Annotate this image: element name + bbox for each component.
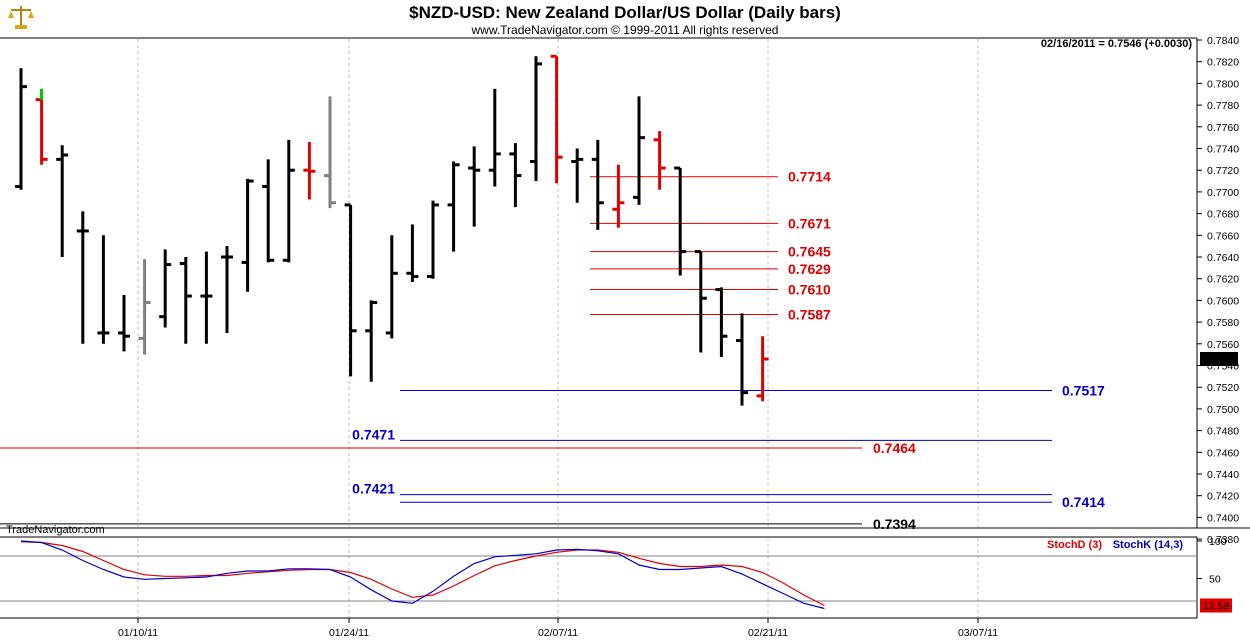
ohlc-bar (15, 68, 27, 190)
stoch-y-tick-label: 100 (1209, 536, 1227, 548)
level-label: 0.7471 (352, 426, 395, 442)
ohlc-bar (736, 313, 748, 405)
ohlc-bar (654, 131, 666, 190)
level-label: 0.7629 (788, 261, 831, 277)
ohlc-bar (468, 146, 480, 226)
level-label: 0.7671 (788, 215, 831, 231)
stochastic-y-axis: 100 50 12.58 (1197, 536, 1232, 613)
y-tick-label: 0.7440 (1207, 469, 1239, 481)
last-price-label: 0.7546 (1203, 354, 1235, 366)
x-tick-label: 01/24/11 (329, 627, 369, 639)
x-tick-label: 01/10/11 (118, 627, 158, 639)
y-tick-label: 0.7660 (1207, 230, 1239, 242)
ohlc-bar (242, 179, 254, 292)
level-label: 0.7610 (788, 282, 831, 298)
ohlc-bar (530, 56, 542, 181)
ohlc-bar (674, 168, 686, 275)
ohlc-bar (180, 257, 192, 344)
stoch-series-line (21, 541, 824, 609)
y-tick-label: 0.7780 (1207, 100, 1239, 112)
level-label: 0.7421 (352, 481, 395, 497)
ohlc-bar (262, 159, 274, 262)
price-y-axis: 0.7840 0.7820 0.7800 0.7780 0.7760 0.7740 0.77… (1197, 35, 1239, 546)
ohlc-bar (365, 300, 377, 381)
ohlc-bar (36, 89, 48, 165)
y-tick-label: 0.7460 (1207, 447, 1239, 459)
ohlc-bar (386, 235, 398, 338)
y-tick-label: 0.7580 (1207, 317, 1239, 329)
ohlc-bar (571, 149, 583, 203)
level-label: 0.7587 (788, 307, 831, 323)
ohlc-bar (56, 145, 68, 257)
level-label: 0.7394 (873, 516, 916, 532)
legend-stochd: StochD (3) (1047, 539, 1102, 551)
level-label: 0.7464 (873, 440, 916, 456)
ohlc-bar (592, 140, 604, 230)
y-tick-label: 0.7800 (1207, 78, 1239, 90)
ohlc-bar (283, 140, 295, 263)
ohlc-bar (118, 295, 130, 351)
y-tick-label: 0.7680 (1207, 209, 1239, 221)
y-tick-label: 0.7500 (1207, 404, 1239, 416)
stochastic-panel: StochD (3) StochK (14,3) 100 50 12.58 (0, 536, 1232, 618)
logo (8, 4, 34, 30)
y-tick-label: 0.7420 (1207, 491, 1239, 503)
ohlc-bar (406, 224, 418, 282)
stoch-last-label: 12.58 (1203, 601, 1229, 613)
level-label: 0.7414 (1062, 494, 1105, 510)
ohlc-bar (551, 56, 563, 183)
stoch-y-tick-label: 50 (1209, 574, 1221, 586)
ohlc-bar (489, 89, 501, 187)
ohlc-bar (324, 96, 336, 208)
y-tick-label: 0.7740 (1207, 144, 1239, 156)
y-tick-label: 0.7520 (1207, 382, 1239, 394)
y-tick-label: 0.7720 (1207, 165, 1239, 177)
ohlc-bar (200, 252, 212, 344)
price-bars (15, 56, 769, 405)
price-panel: 02/16/2011 = 0.7546 (+0.0030) TradeNavig… (0, 35, 1250, 546)
ohlc-bar (159, 249, 171, 327)
x-axis: 01/10/11 01/24/11 02/07/11 02/21/11 03/07/11 (118, 618, 998, 639)
chart-title: $NZD-USD: New Zealand Dollar/US Dollar (… (409, 3, 841, 22)
ohlc-bar (695, 252, 707, 353)
ohlc-bar (97, 235, 109, 343)
ohlc-bar (345, 205, 357, 376)
ohlc-bar (448, 162, 460, 252)
x-tick-label: 02/21/11 (748, 627, 788, 639)
x-tick-label: 02/07/11 (538, 627, 578, 639)
ohlc-bar (427, 201, 439, 279)
ohlc-bar (139, 259, 151, 354)
ohlc-bar (715, 287, 727, 356)
ohlc-bar (633, 96, 645, 205)
y-tick-label: 0.7840 (1207, 35, 1239, 47)
last-quote-label: 02/16/2011 = 0.7546 (+0.0030) (1041, 38, 1192, 50)
x-tick-label: 03/07/11 (958, 627, 998, 639)
y-tick-label: 0.7620 (1207, 274, 1239, 286)
y-tick-label: 0.7480 (1207, 426, 1239, 438)
y-tick-label: 0.7560 (1207, 339, 1239, 351)
scales-of-justice-icon (8, 4, 34, 30)
ohlc-bar (303, 142, 315, 200)
y-tick-label: 0.7600 (1207, 295, 1239, 307)
y-tick-label: 0.7820 (1207, 57, 1239, 69)
y-tick-label: 0.7760 (1207, 122, 1239, 134)
ohlc-bar (77, 211, 89, 343)
ohlc-bar (509, 143, 521, 207)
y-tick-label: 0.7400 (1207, 512, 1239, 524)
level-label: 0.7714 (788, 169, 831, 185)
y-tick-label: 0.7640 (1207, 252, 1239, 264)
legend-stochk: StochK (14,3) (1113, 539, 1184, 551)
watermark: TradeNavigator.com (6, 524, 105, 536)
level-label: 0.7517 (1062, 382, 1105, 398)
ohlc-bar (612, 165, 624, 228)
stochastic-lines (21, 541, 824, 609)
y-tick-label: 0.7700 (1207, 187, 1239, 199)
chart-subtitle: www.TradeNavigator.com © 1999-2011 All r… (471, 23, 779, 37)
level-label: 0.7645 (788, 244, 831, 260)
ohlc-bar (757, 336, 769, 401)
ohlc-bar (221, 246, 233, 333)
stoch-series-line (21, 542, 824, 606)
